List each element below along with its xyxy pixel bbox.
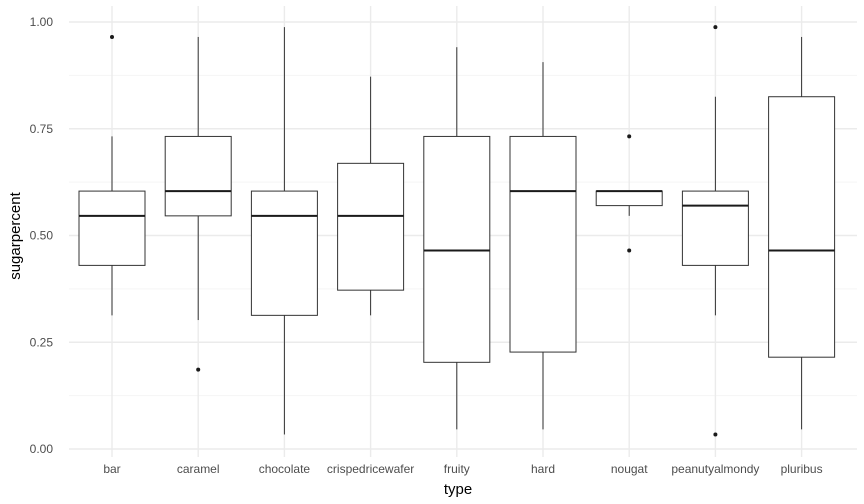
y-tick-label: 1.00 (30, 15, 54, 29)
box-peanutyalmondy (681, 25, 749, 437)
iqr-box (337, 162, 405, 291)
y-tick-label: 0.25 (30, 335, 54, 349)
x-tick-label: bar (103, 462, 120, 476)
iqr-box (509, 135, 577, 353)
iqr-box (164, 135, 232, 217)
x-axis-ticks: bar caramel chocolate crispedricewafer fruit… (103, 462, 822, 476)
box-pluribus (768, 36, 836, 430)
x-tick-label: nougat (611, 462, 648, 476)
y-axis-title: sugarpercent (7, 191, 24, 279)
boxes (78, 25, 836, 437)
iqr-box (681, 190, 749, 266)
iqr-box (250, 190, 318, 316)
box-hard (509, 62, 577, 430)
box-crispedricewafer (337, 76, 405, 316)
x-tick-label: caramel (177, 462, 220, 476)
box-nougat (595, 134, 663, 253)
iqr-box (595, 190, 663, 207)
outlier-point (627, 134, 632, 139)
x-axis-title: type (444, 481, 472, 498)
outlier-point (110, 34, 114, 39)
x-tick-label: fruity (444, 462, 470, 476)
outlier-point (627, 248, 632, 253)
box-fruity (423, 47, 491, 430)
box-chocolate (250, 27, 318, 435)
outlier-point (713, 25, 718, 30)
iqr-box (423, 135, 491, 363)
y-tick-label: 0.00 (30, 442, 54, 456)
x-tick-label: chocolate (259, 462, 311, 476)
x-tick-label: crispedricewafer (327, 462, 414, 476)
y-tick-label: 0.50 (30, 229, 54, 243)
box-bar (78, 34, 146, 316)
y-tick-label: 0.75 (30, 122, 54, 136)
iqr-box (768, 96, 836, 358)
x-tick-label: pluribus (781, 462, 823, 476)
x-tick-label: peanutyalmondy (671, 462, 759, 476)
y-axis-ticks: 0.00 0.25 0.50 0.75 1.00 (30, 15, 54, 456)
box-caramel (164, 36, 232, 372)
outlier-point (196, 367, 201, 372)
iqr-box (78, 190, 146, 266)
x-tick-label: hard (531, 462, 555, 476)
outlier-point (713, 432, 718, 437)
